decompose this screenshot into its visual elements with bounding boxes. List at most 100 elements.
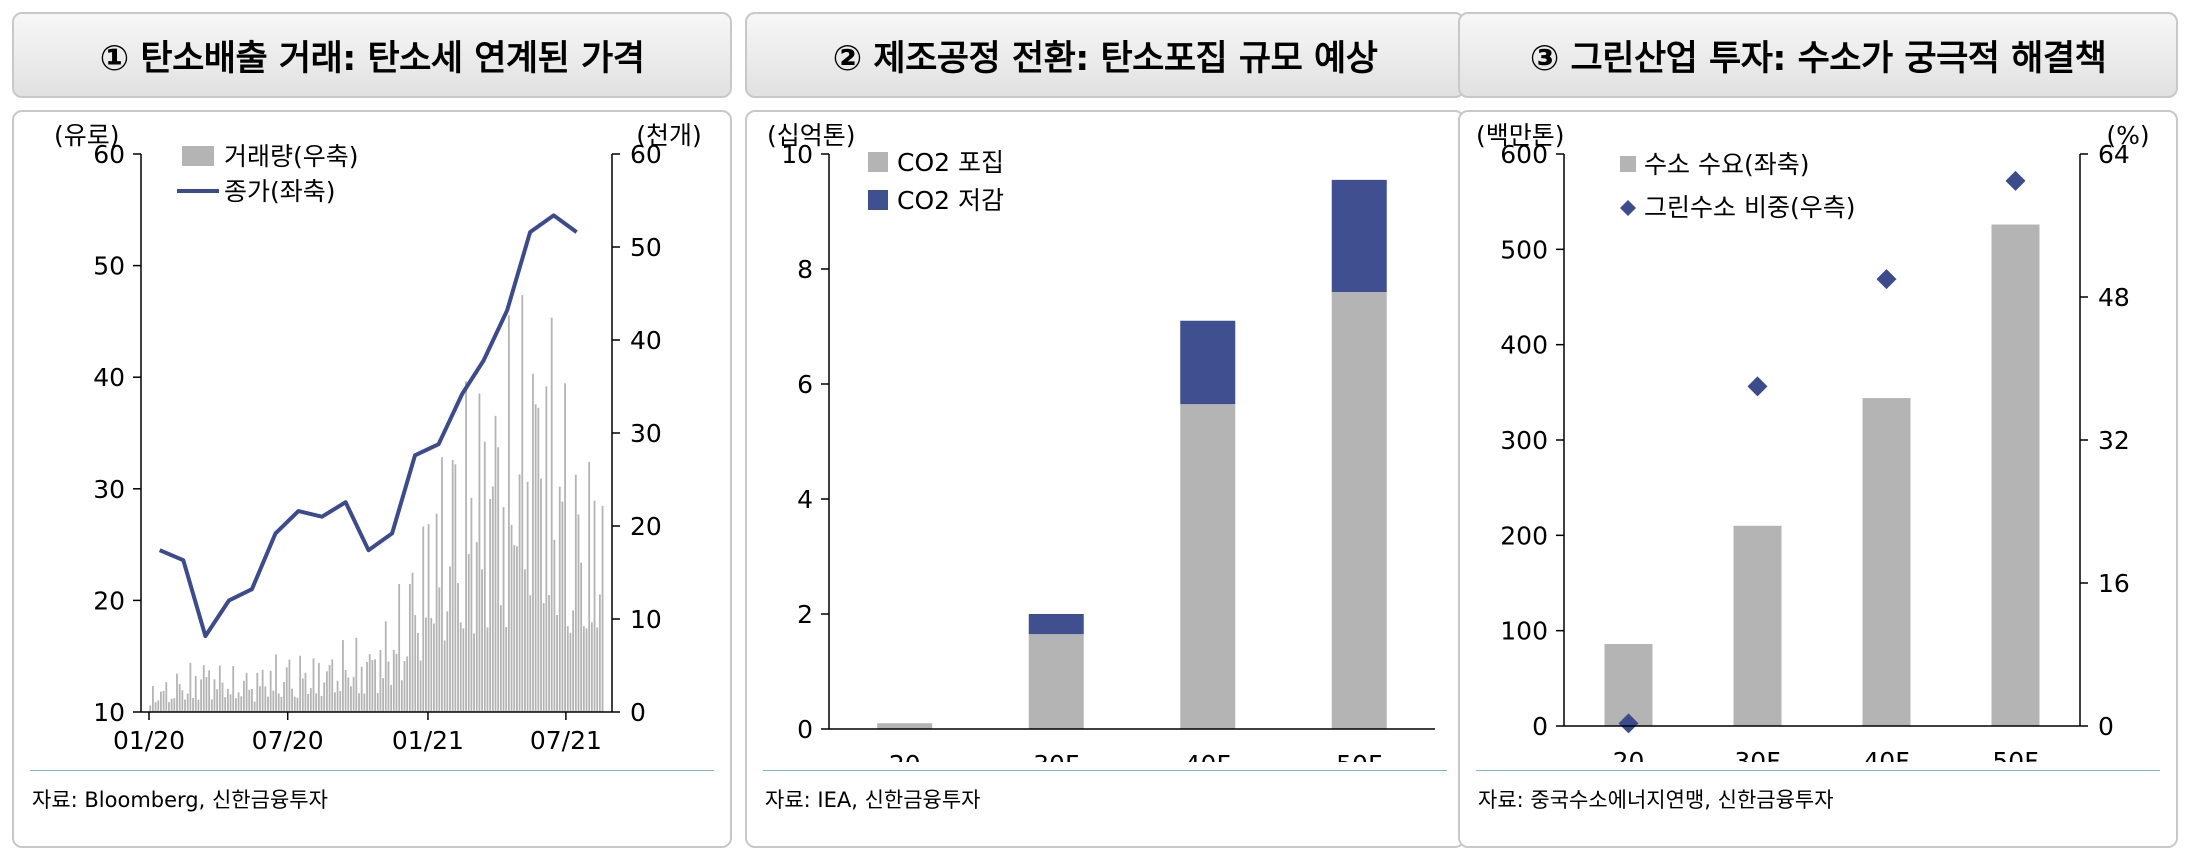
share-marker: [1876, 269, 1897, 290]
volume-bar: [162, 690, 165, 712]
volume-bar: [400, 680, 403, 712]
volume-bar: [598, 594, 601, 712]
left-axis-unit: (유로): [54, 121, 120, 150]
volume-bar: [438, 587, 441, 712]
volume-bar: [237, 692, 240, 712]
volume-bar: [454, 464, 457, 712]
volume-bar: [411, 572, 414, 712]
volume-bar: [553, 539, 556, 712]
panel-hydrogen: ③ 그린산업 투자: 수소가 궁극적 해결책 (백만톤) (%) 600 500 400…: [1458, 12, 2178, 848]
right-tick-label: 64: [2098, 140, 2130, 169]
left-axis-unit: (백만톤): [1476, 121, 1565, 150]
volume-bar: [152, 686, 154, 712]
volume-bar: [556, 615, 558, 712]
volume-bar: [532, 373, 534, 712]
volume-bar: [194, 676, 197, 712]
volume-bar: [339, 691, 342, 712]
x-tick-label: 01/21: [392, 726, 464, 755]
volume-bar: [435, 513, 438, 712]
volume-bar: [315, 693, 318, 712]
left-tick-label: 100: [1500, 617, 1548, 646]
volume-bar: [529, 595, 532, 712]
bar-segment: [1028, 634, 1084, 729]
legend-label: 수소 수요(좌축): [1644, 150, 1809, 179]
left-tick-label: 400: [1500, 331, 1548, 360]
demand-bar: [1733, 525, 1782, 726]
volume-bar: [323, 682, 326, 712]
volume-bar: [596, 627, 599, 712]
volume-bar: [248, 689, 251, 712]
price-line: [158, 213, 578, 639]
volume-bar: [513, 545, 516, 712]
volume-bar: [577, 514, 580, 712]
volume-bar: [283, 681, 285, 712]
legend-swatch: [868, 190, 888, 210]
volume-bar: [224, 697, 227, 712]
volume-bar: [572, 610, 575, 712]
volume-bar: [336, 680, 339, 712]
demand-bar: [1604, 644, 1653, 726]
volume-bar: [358, 693, 360, 712]
volume-bar: [593, 500, 596, 712]
panel-title: ② 제조공정 전환: 탄소포집 규모 예상: [745, 12, 1465, 98]
volume-bar: [344, 670, 347, 712]
volume-bar: [218, 665, 221, 712]
volume-bar: [347, 677, 350, 712]
volume-bar: [395, 653, 398, 712]
volume-bar: [545, 386, 548, 712]
volume-bar: [475, 542, 478, 712]
legend-swatch: [1620, 200, 1636, 216]
x-tick-label: 30F: [1734, 747, 1780, 762]
volume-bar: [406, 656, 409, 712]
bar-segment: [1331, 179, 1387, 292]
volume-bar: [489, 498, 492, 712]
volume-bar: [264, 686, 267, 712]
volume-bar: [288, 659, 291, 712]
volume-bar: [497, 447, 500, 712]
volume-bar: [178, 684, 181, 712]
left-tick-label: 20: [93, 586, 125, 615]
volume-bar: [521, 295, 524, 712]
volume-bar: [350, 686, 352, 712]
volume-bar: [398, 583, 401, 712]
legend-swatch: [1620, 156, 1636, 172]
bar-segment: [877, 723, 933, 729]
x-tick-label: 40F: [1185, 750, 1231, 762]
volume-bar: [384, 621, 387, 712]
volume-bar: [325, 671, 328, 712]
volume-bar: [499, 605, 502, 712]
volume-bar: [186, 693, 189, 712]
volume-bar: [253, 701, 256, 712]
volume-bar: [483, 441, 486, 712]
source-note: 자료: Bloomberg, 신한금융투자: [32, 788, 328, 812]
volume-bar: [173, 698, 176, 712]
volume-bar: [267, 696, 269, 712]
volume-bar: [366, 662, 368, 712]
volume-bar: [368, 654, 371, 712]
volume-bar: [334, 692, 336, 712]
volume-bar: [588, 461, 591, 712]
volume-bar: [379, 649, 382, 712]
y-tick-label: 0: [797, 715, 813, 744]
right-tick-label: 20: [630, 512, 662, 541]
right-tick-label: 0: [2098, 712, 2114, 741]
volume-bar: [590, 622, 593, 712]
legend-label: 그린수소 비중(우측): [1644, 193, 1855, 222]
chart-card: (유로) (천개) 60 50 40 30 20 10 60 50 40 30 20 10 0 01/20 07…: [12, 110, 732, 848]
volume-bar: [232, 666, 235, 712]
volume-bar: [363, 693, 366, 712]
volume-bar: [465, 381, 467, 712]
y-tick-label: 2: [797, 600, 813, 629]
x-tick-label: 20: [1613, 747, 1645, 762]
legend-label: 거래량(우축): [224, 142, 359, 171]
left-tick-label: 300: [1500, 426, 1548, 455]
left-tick-label: 40: [93, 363, 125, 392]
left-tick-label: 200: [1500, 521, 1548, 550]
volume-bar: [176, 673, 178, 712]
right-tick-label: 60: [630, 140, 662, 169]
volume-bar: [470, 497, 473, 712]
volume-bar: [226, 688, 229, 712]
volume-bar: [269, 670, 272, 712]
volume-bar: [387, 661, 390, 712]
bar-segment: [1180, 404, 1236, 729]
